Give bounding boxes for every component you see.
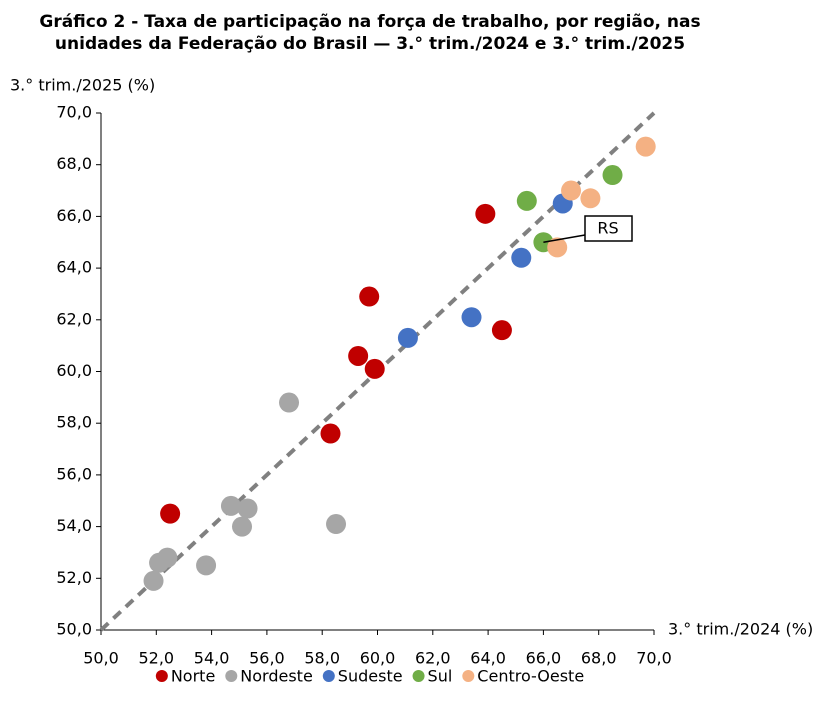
point bbox=[561, 180, 582, 201]
point bbox=[196, 555, 217, 576]
x-tick-label: 66,0 bbox=[526, 649, 562, 668]
point bbox=[348, 345, 369, 366]
point bbox=[160, 503, 181, 524]
y-tick-label: 50,0 bbox=[56, 620, 92, 639]
x-tick-label: 52,0 bbox=[138, 649, 174, 668]
x-tick-label: 54,0 bbox=[194, 649, 230, 668]
y-tick-label: 56,0 bbox=[56, 464, 92, 483]
point bbox=[143, 570, 164, 591]
chart-title: Gráfico 2 - Taxa de participação na forç… bbox=[39, 12, 700, 32]
point bbox=[580, 188, 601, 209]
point bbox=[279, 392, 300, 413]
point bbox=[547, 237, 568, 258]
y-axis-label: 3.° trim./2025 (%) bbox=[10, 76, 155, 95]
legend-marker bbox=[462, 670, 475, 682]
point bbox=[511, 247, 532, 268]
x-tick-label: 70,0 bbox=[636, 649, 672, 668]
legend-label: Sul bbox=[428, 667, 453, 686]
x-axis-label: 3.° trim./2024 (%) bbox=[668, 620, 813, 639]
legend-label: Centro-Oeste bbox=[477, 667, 584, 686]
y-tick-label: 52,0 bbox=[56, 568, 92, 587]
point bbox=[237, 498, 258, 519]
y-tick-label: 54,0 bbox=[56, 516, 92, 535]
chart-title: unidades da Federação do Brasil — 3.° tr… bbox=[55, 34, 685, 54]
y-tick-label: 68,0 bbox=[56, 154, 92, 173]
y-tick-label: 62,0 bbox=[56, 309, 92, 328]
point bbox=[326, 514, 347, 535]
legend-label: Nordeste bbox=[240, 667, 313, 686]
x-tick-label: 50,0 bbox=[83, 649, 119, 668]
x-tick-label: 60,0 bbox=[360, 649, 396, 668]
y-tick-label: 70,0 bbox=[56, 103, 92, 122]
x-tick-label: 62,0 bbox=[415, 649, 451, 668]
legend-marker bbox=[412, 670, 425, 682]
x-tick-label: 56,0 bbox=[249, 649, 285, 668]
x-tick-label: 58,0 bbox=[304, 649, 340, 668]
legend: Norte Nordeste Sudeste Sul Centro-Oeste bbox=[155, 667, 584, 686]
legend-label: Sudeste bbox=[338, 667, 403, 686]
point bbox=[359, 286, 380, 307]
point bbox=[635, 136, 656, 157]
legend-label: Norte bbox=[171, 667, 215, 686]
point bbox=[320, 423, 341, 444]
point bbox=[157, 547, 178, 568]
point bbox=[475, 203, 496, 224]
legend-marker bbox=[322, 670, 335, 682]
annotation-line bbox=[543, 234, 586, 243]
legend-marker bbox=[155, 670, 168, 682]
y-tick-label: 64,0 bbox=[56, 258, 92, 277]
point bbox=[220, 495, 241, 516]
annotation-box bbox=[584, 215, 633, 242]
point bbox=[516, 190, 537, 211]
y-tick-label: 58,0 bbox=[56, 413, 92, 432]
point bbox=[364, 358, 385, 379]
y-tick-label: 66,0 bbox=[56, 206, 92, 225]
annotation-label: RS bbox=[597, 219, 618, 238]
point bbox=[602, 165, 623, 186]
point bbox=[397, 327, 418, 348]
legend-marker bbox=[225, 670, 238, 682]
point bbox=[461, 307, 482, 328]
y-tick-label: 60,0 bbox=[56, 361, 92, 380]
point bbox=[232, 516, 253, 537]
x-tick-label: 68,0 bbox=[581, 649, 617, 668]
point bbox=[491, 320, 512, 341]
x-tick-label: 64,0 bbox=[470, 649, 506, 668]
